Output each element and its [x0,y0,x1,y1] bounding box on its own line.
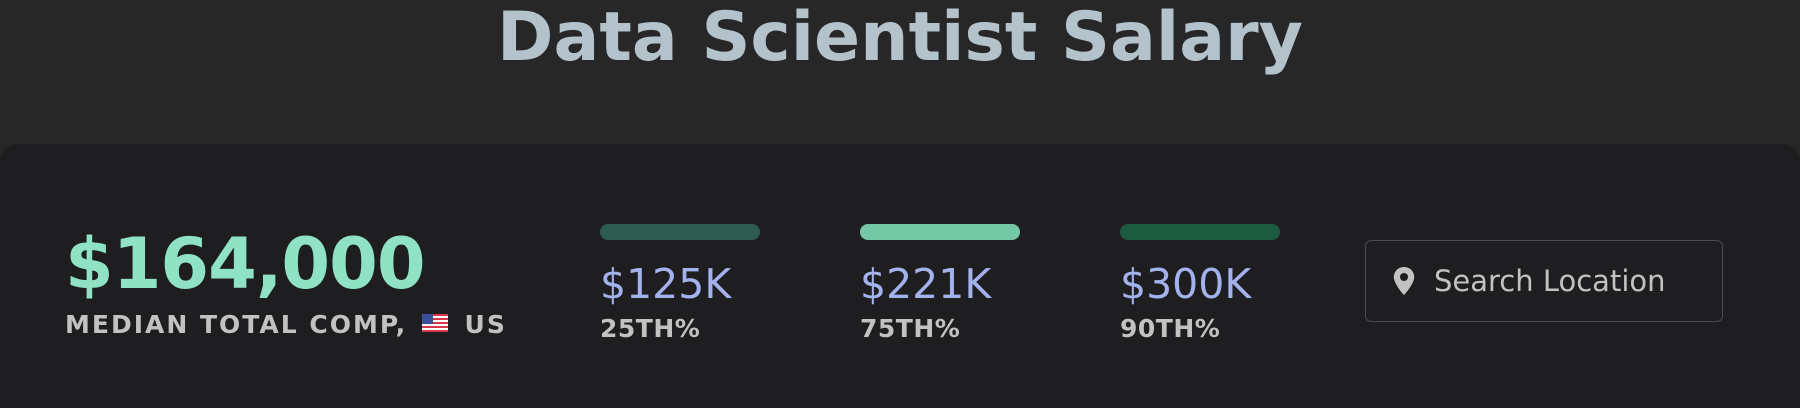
median-country: US [464,310,507,339]
median-label-text: MEDIAN TOTAL COMP, [65,310,408,339]
percentile-25: $125K 25TH% [600,224,760,343]
percentile-value: $125K [600,260,732,308]
median-value: $164,000 [65,223,426,305]
percentile-label: 75TH% [860,314,961,343]
percentile-label: 25TH% [600,314,701,343]
percentile-bar [1120,224,1280,240]
us-flag-icon [421,314,448,332]
search-location-input[interactable] [1434,264,1714,298]
location-search[interactable] [1365,240,1723,322]
median-label: MEDIAN TOTAL COMP, US [65,310,507,339]
percentile-value: $300K [1120,260,1252,308]
percentile-90: $300K 90TH% [1120,224,1280,343]
location-pin-icon [1393,267,1415,295]
percentile-bar [600,224,760,240]
percentile-label: 90TH% [1120,314,1221,343]
page-title: Data Scientist Salary [497,0,1303,77]
percentile-75: $221K 75TH% [860,224,1020,343]
percentile-value: $221K [860,260,992,308]
salary-panel: $164,000 MEDIAN TOTAL COMP, US $125K 25T… [0,144,1800,408]
percentile-bar [860,224,1020,240]
median-summary: $164,000 MEDIAN TOTAL COMP, US [65,226,507,339]
